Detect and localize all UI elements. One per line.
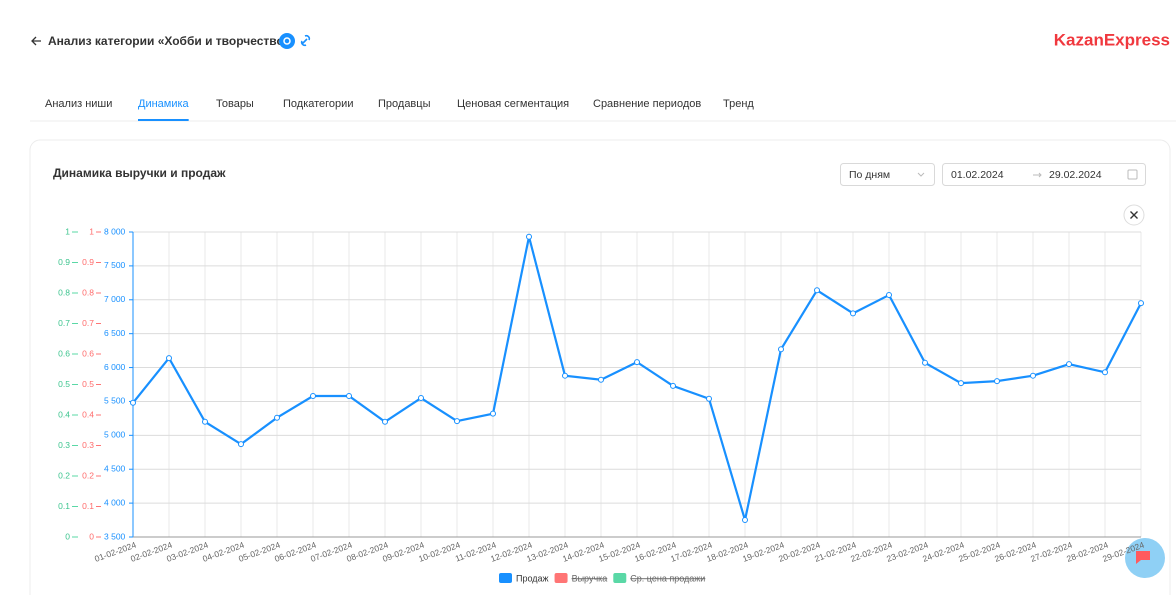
y2-tick-label: 0.4 [82,409,94,419]
tab[interactable]: Тренд [723,98,754,110]
legend-label[interactable]: Ср. цена продажи [630,573,705,583]
y3-tick-label: 1 [65,226,70,236]
y3-tick-label: 0.6 [58,348,70,358]
y3-tick-label: 0.3 [58,440,70,450]
y2-tick-label: 0.9 [82,257,94,267]
y3-tick-label: 0.1 [58,501,70,511]
data-point [850,310,856,317]
y-tick-label: 6 500 [104,328,126,338]
legend-label[interactable]: Продаж [516,573,549,583]
data-point [274,414,280,421]
link-icon[interactable] [300,34,311,47]
data-point [202,418,208,425]
legend-swatch[interactable] [499,573,512,583]
date-to[interactable]: 29.02.2024 [1049,169,1102,181]
y-tick-label: 5 500 [104,396,126,406]
close-icon [1130,211,1138,219]
legend-swatch[interactable] [554,573,568,583]
data-point [238,441,244,448]
y2-tick-label: 0.7 [82,318,94,328]
y-tick-label: 5 000 [104,430,126,440]
tabs: Анализ ниши Динамика Товары Подкатегории Про… [45,98,754,121]
y3-tick-label: 0.4 [58,409,70,419]
y3-tick-label: 0.2 [58,470,70,480]
data-point [634,359,640,366]
data-point [994,378,1000,385]
tab[interactable]: Анализ ниши [45,98,112,110]
back-icon[interactable] [31,36,41,46]
tab-underline [138,119,189,121]
data-point [490,410,496,417]
data-point [1138,300,1144,307]
tab[interactable]: Сравнение периодов [593,98,701,110]
date-from[interactable]: 01.02.2024 [951,169,1004,181]
tab[interactable]: Ценовая сегментация [457,98,569,110]
y-tick-label: 4 500 [104,463,126,473]
help-icon-inner [283,37,291,45]
data-point [166,355,172,362]
y2-tick-label: 0.5 [82,379,94,389]
data-point [130,399,136,406]
data-point [742,517,748,524]
data-point [346,393,352,400]
data-point [814,287,820,294]
help-icon[interactable] [279,33,295,49]
data-point [670,382,676,389]
range-arrow [1033,172,1042,178]
y-tick-label: 7 000 [104,294,126,304]
data-point [958,380,964,387]
y2-tick-label: 1 [89,226,94,236]
logo[interactable]: KazanExpress [1054,30,1170,49]
tab[interactable]: Продавцы [378,98,431,110]
data-point [418,395,424,402]
tab[interactable]: Подкатегории [283,98,353,110]
data-point [562,372,568,379]
date-range[interactable] [942,163,1146,186]
data-point [1066,361,1072,368]
y3-tick-label: 0 [65,531,70,541]
y2-tick-label: 0.8 [82,287,94,297]
data-point [1102,369,1108,376]
y3-tick-label: 0.8 [58,287,70,297]
y-tick-label: 6 000 [104,362,126,372]
data-point [454,418,460,425]
y2-tick-label: 0.3 [82,440,94,450]
card-title: Динамика выручки и продаж [53,166,226,180]
period-select-value: По дням [849,169,890,181]
y-tick-label: 3 500 [104,531,126,541]
select-caret [917,172,925,177]
legend: Продаж Выручка Ср. цена продажи [499,573,705,583]
y3-tick-label: 0.5 [58,379,70,389]
card [29,139,1171,600]
legend-label[interactable]: Выручка [572,573,608,583]
period-select[interactable] [840,163,935,186]
y2-tick-label: 0.1 [82,501,94,511]
data-point [706,395,712,402]
tab[interactable]: Товары [216,98,254,110]
y-tick-label: 7 500 [104,260,126,270]
y-tick-label: 8 000 [104,226,126,236]
page-title: Анализ категории «Хобби и творчество» [48,34,291,48]
data-point [778,346,784,353]
y2-tick-label: 0 [89,531,94,541]
y-tick-label: 4 000 [104,497,126,507]
y2-tick-label: 0.6 [82,348,94,358]
data-point [310,393,316,400]
data-point [1030,372,1036,379]
data-point [526,233,532,240]
calendar-icon [1127,169,1138,180]
legend-swatch[interactable] [613,573,627,583]
data-point [598,376,604,383]
tab[interactable]: Динамика [138,98,190,110]
y3-tick-label: 0.9 [58,257,70,267]
data-point [382,418,388,425]
y2-tick-label: 0.2 [82,470,94,480]
y3-tick-label: 0.7 [58,318,70,328]
data-point [922,359,928,366]
data-point [886,292,892,299]
chat-icon [1136,551,1150,564]
